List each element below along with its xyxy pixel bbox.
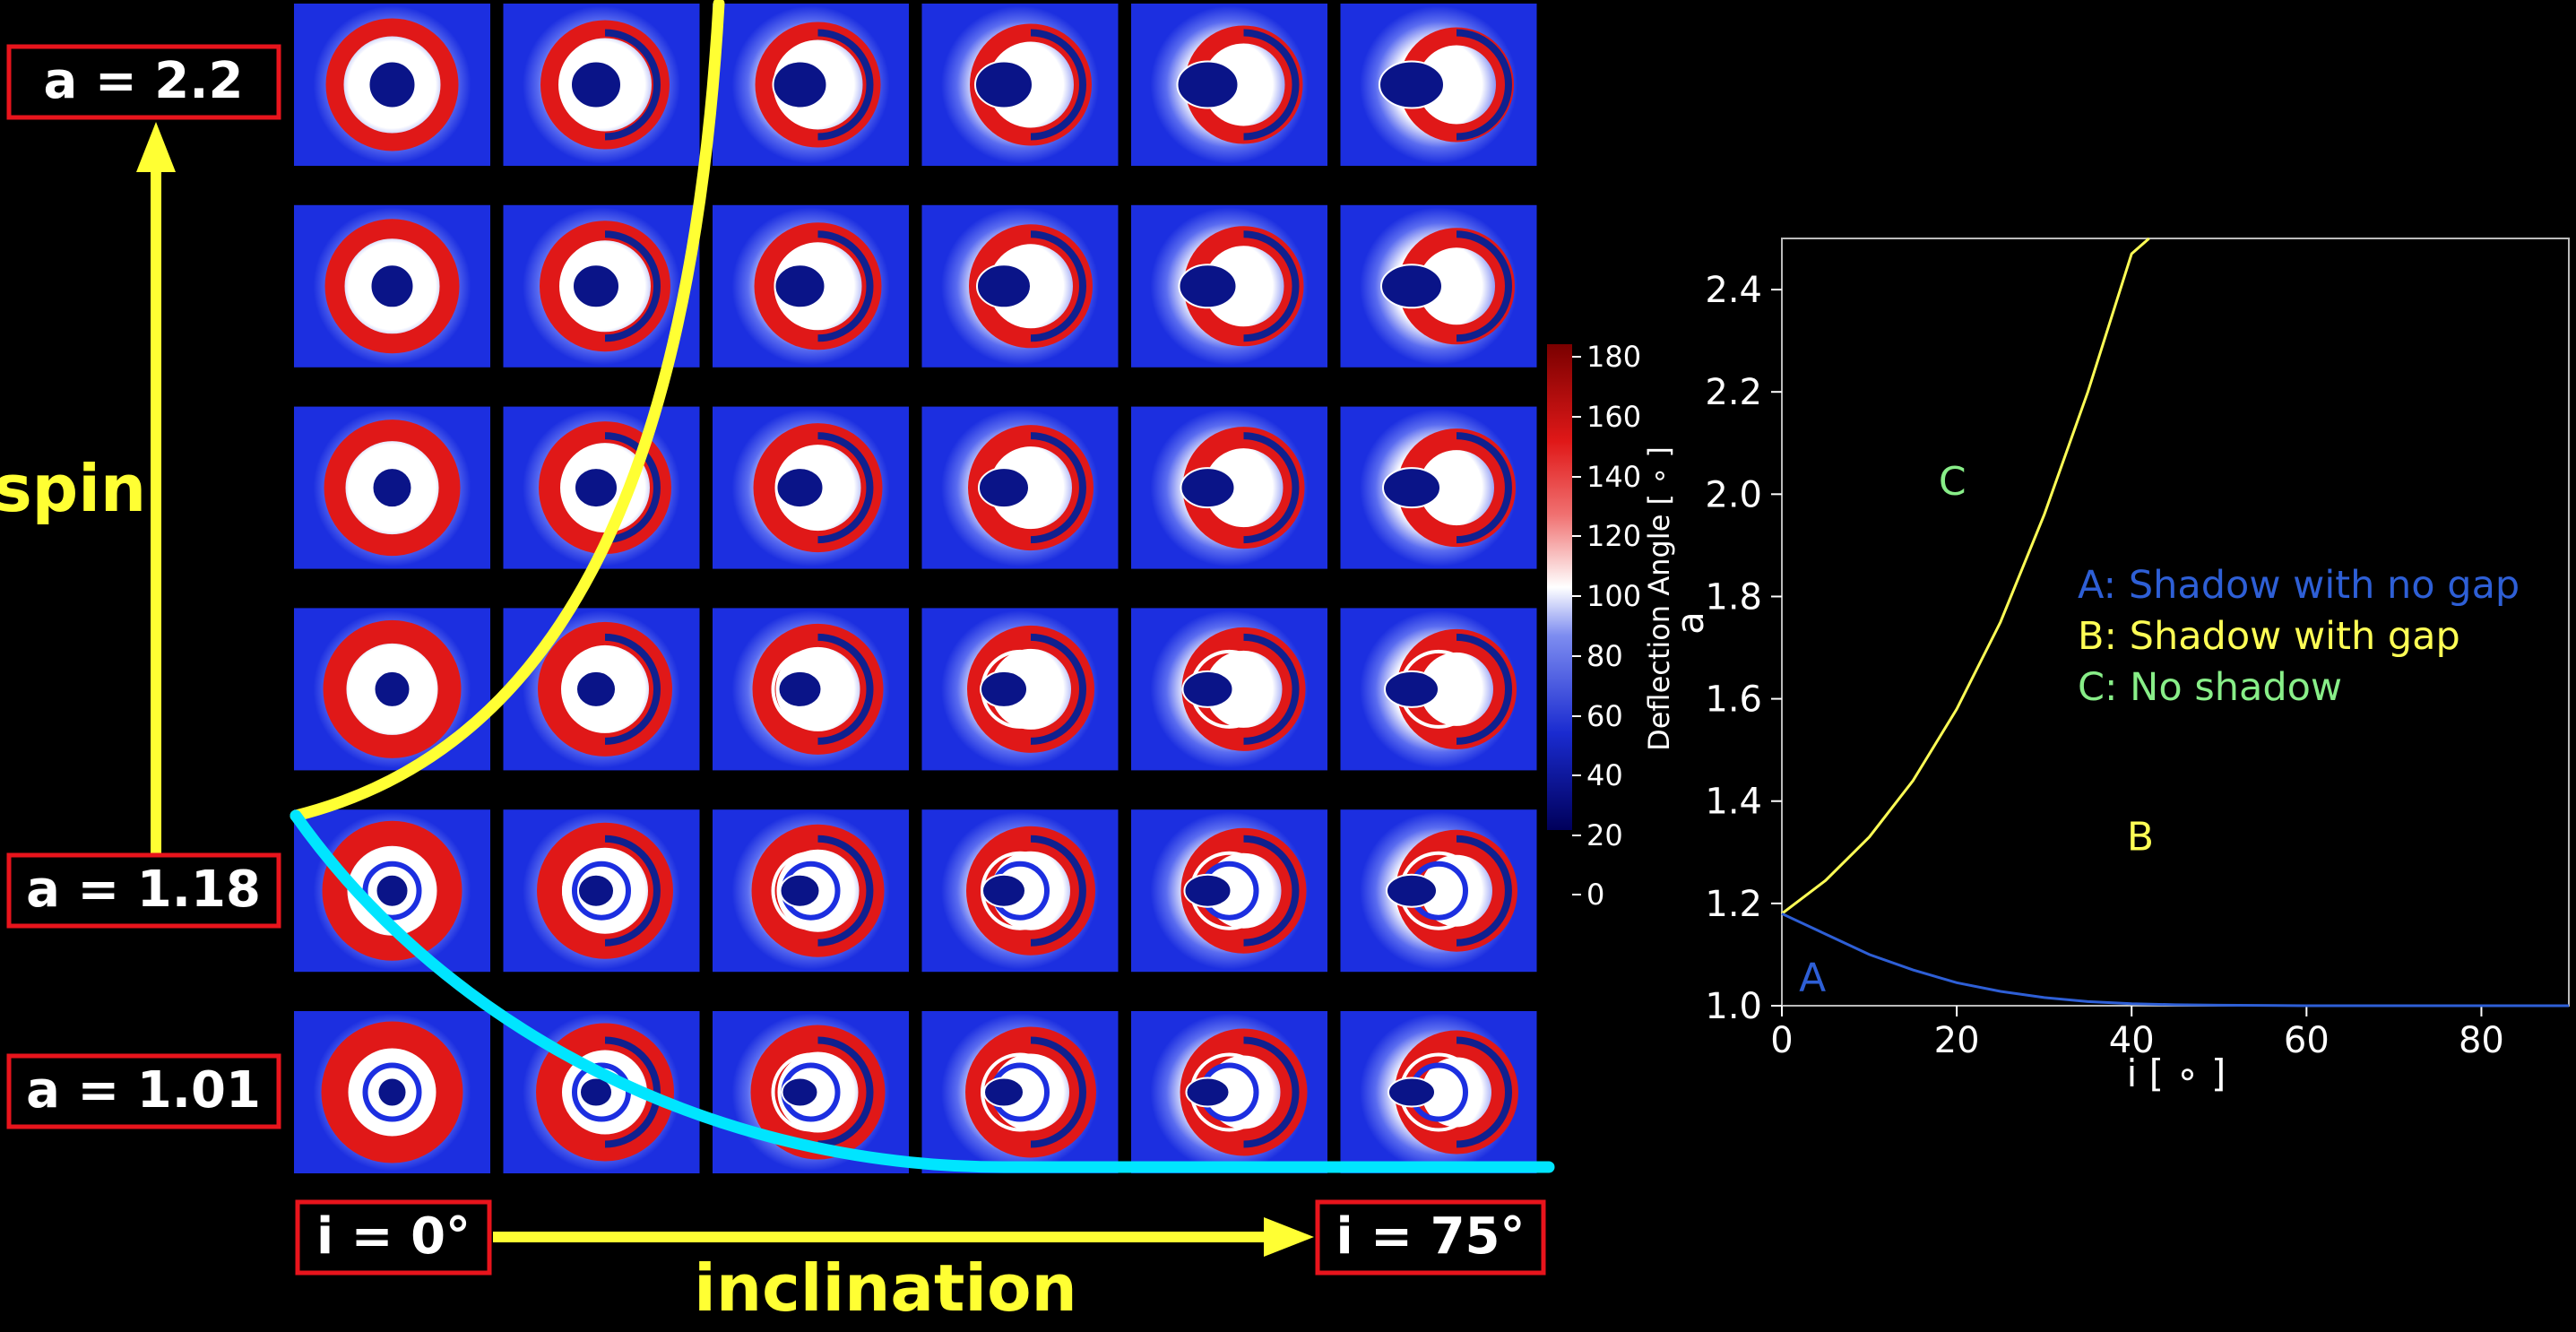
simulation-tile [1340, 608, 1537, 771]
x-tick-label: 80 [2459, 1020, 2504, 1061]
simulation-tile [1131, 4, 1327, 166]
simulation-tile [503, 4, 700, 166]
simulation-tile [294, 4, 490, 166]
col-label-i-75: i = 75° [1315, 1199, 1546, 1276]
y-tick-label: 1.4 [1705, 782, 1762, 823]
region-label-c: C [1939, 459, 1967, 505]
x-tick-label: 60 [2284, 1020, 2330, 1061]
colorbar-tick-label: 140 [1586, 460, 1641, 494]
simulation-tile [294, 809, 490, 973]
svg-text:a = 1.18: a = 1.18 [26, 861, 261, 919]
colorbar-tick-label: 100 [1586, 579, 1641, 613]
colorbar-tick-label: 180 [1586, 340, 1641, 374]
simulation-tile [1340, 406, 1537, 569]
simulation-tile [503, 204, 700, 368]
series-line-0 [1781, 237, 2150, 915]
region-label-b: B [2127, 815, 2154, 861]
colorbar-tick-label: 120 [1586, 519, 1641, 553]
simulation-tile [713, 406, 909, 569]
colorbar-tick-label: 80 [1586, 639, 1623, 673]
legend-entry: A: Shadow with no gap [2078, 563, 2520, 608]
colorbar-tick-label: 20 [1586, 818, 1623, 852]
x-tick-label: 0 [1770, 1020, 1793, 1061]
spin-arrow [136, 122, 176, 856]
row-label-a-1-18: a = 1.18 [6, 852, 281, 929]
simulation-tile [294, 204, 490, 368]
simulation-tile [1340, 809, 1537, 973]
simulation-tile [294, 406, 490, 569]
simulation-tile [1131, 204, 1327, 368]
row-label-a-2-2: a = 2.2 [6, 44, 281, 120]
simulation-tile [1131, 406, 1327, 569]
cyan-boundary-curve [290, 809, 1555, 1173]
series-line-1 [1781, 912, 2569, 1008]
inclination-label: inclination [694, 1250, 1077, 1326]
colorbar-tick-label: 160 [1586, 400, 1641, 434]
simulation-tile [1340, 204, 1537, 368]
plot-area [1781, 238, 2570, 1007]
y-tick-label: 1.2 [1705, 884, 1762, 925]
svg-text:a = 1.01: a = 1.01 [26, 1061, 261, 1120]
colorbar-tick-label: 40 [1586, 758, 1623, 792]
legend-entry: C: No shadow [2078, 665, 2342, 710]
simulation-tile [921, 4, 1119, 166]
y-tick-label: 2.2 [1705, 372, 1762, 413]
simulation-tile [921, 608, 1119, 771]
simulation-tile [713, 4, 909, 166]
simulation-tile [713, 608, 909, 771]
legend-entry: B: Shadow with gap [2078, 614, 2460, 659]
y-tick-label: 1.8 [1705, 576, 1762, 618]
simulation-grid [294, 4, 1537, 1173]
simulation-tile [1131, 608, 1327, 771]
simulation-tile [921, 1011, 1119, 1173]
x-tick-label: 20 [1934, 1020, 1980, 1061]
inclination-arrow [493, 1217, 1314, 1257]
y-tick-label: 1.6 [1705, 679, 1762, 721]
simulation-tile [1131, 1011, 1327, 1173]
region-label-a: A [1799, 956, 1826, 1001]
y-tick-label: 1.0 [1705, 986, 1762, 1027]
simulation-tile [503, 608, 700, 771]
y-axis-label: a [1668, 611, 1712, 635]
simulation-tile [1340, 4, 1537, 166]
phase-diagram-chart: 0 20 40 60 80 1.0 1.2 1.4 1.6 1.8 2.0 2.2 2.4 A B C A:… [1668, 237, 2570, 1095]
simulation-tile [921, 809, 1119, 973]
colorbar-tick-label: 0 [1586, 878, 1604, 912]
svg-text:i = 75°: i = 75° [1336, 1207, 1525, 1266]
yellow-boundary-curve [290, 0, 725, 822]
col-label-i-0: i = 0° [295, 1199, 492, 1276]
y-tick-label: 2.0 [1705, 474, 1762, 515]
simulation-tile [921, 406, 1119, 569]
colorbar: 180 160 140 120 100 80 60 40 20 0 Deflection Angl… [1547, 340, 1676, 912]
colorbar-tick-label: 60 [1586, 699, 1623, 733]
simulation-tile [713, 204, 909, 368]
simulation-tile [1340, 1011, 1537, 1173]
simulation-tile [713, 809, 909, 973]
row-label-a-1-01: a = 1.01 [6, 1053, 281, 1129]
spin-label: spin [0, 451, 146, 526]
x-tick-label: 40 [2109, 1020, 2155, 1061]
svg-text:i = 0°: i = 0° [316, 1207, 471, 1266]
simulation-tile [294, 608, 490, 771]
x-axis-label: i [ ∘ ] [2127, 1051, 2226, 1095]
colorbar-label: Deflection Angle [ ∘ ] [1642, 446, 1676, 751]
simulation-tile [294, 1011, 490, 1173]
simulation-tile [503, 809, 700, 973]
simulation-tile [921, 204, 1119, 368]
simulation-tile [1131, 809, 1327, 973]
y-tick-label: 2.4 [1705, 270, 1762, 311]
svg-text:a = 2.2: a = 2.2 [44, 52, 244, 110]
